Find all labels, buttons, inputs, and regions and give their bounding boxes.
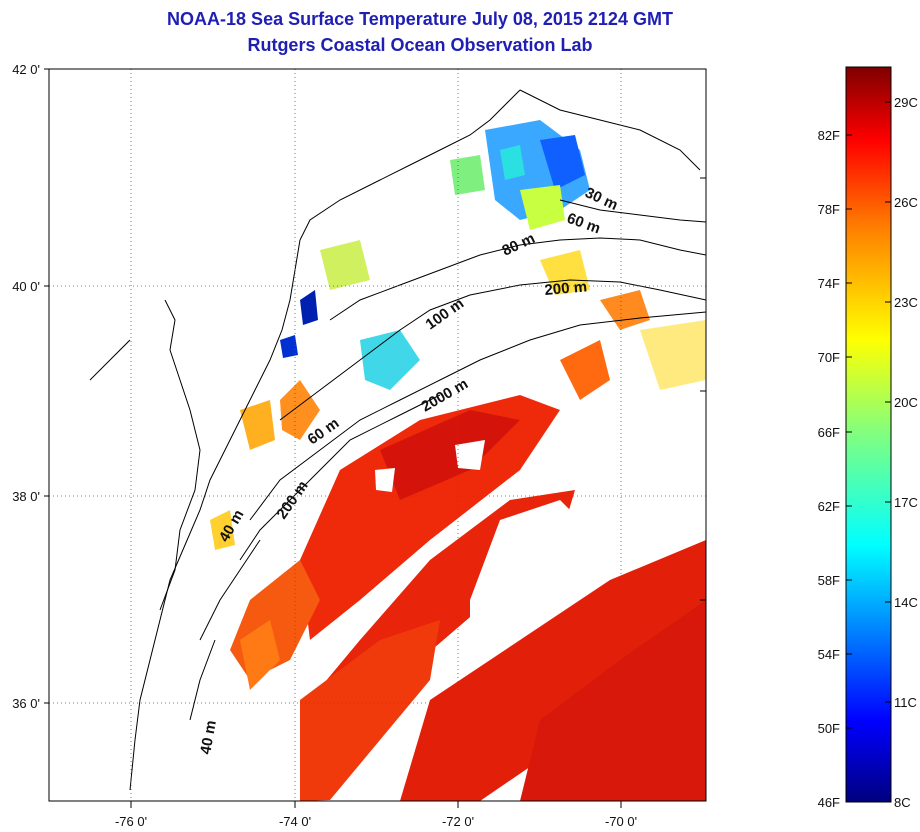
colorbar-label-46f: 46F: [818, 795, 840, 810]
colorbar-label-78f: 78F: [818, 202, 840, 217]
lat-label-42: 42 0': [12, 62, 40, 77]
lon-label-70: -70 0': [605, 814, 637, 829]
map-frame: [48, 68, 707, 802]
colorbar-label-23c: 23C: [894, 295, 918, 310]
colorbar-label-29c: 29C: [894, 95, 918, 110]
colorbar-label-50f: 50F: [818, 721, 840, 736]
isobath-label-100m: 100 m: [423, 295, 468, 333]
colorbar-label-8c: 8C: [894, 795, 911, 810]
lat-label-36: 36 0': [12, 696, 40, 711]
map-title: NOAA-18 Sea Surface Temperature July 08,…: [167, 9, 673, 29]
coastlines: [89, 89, 707, 791]
colorbar-label-82f: 82F: [818, 128, 840, 143]
colorbar-label-70f: 70F: [818, 350, 840, 365]
isobath-label-40m-south: 40 m: [197, 719, 220, 756]
colorbar: [845, 66, 892, 803]
colorbar-label-54f: 54F: [818, 647, 840, 662]
colorbar-label-66f: 66F: [818, 425, 840, 440]
lat-label-40: 40 0': [12, 279, 40, 294]
isobath-label-200m-south: 200 m: [273, 478, 311, 523]
lon-label-76: -76 0': [115, 814, 147, 829]
colorbar-label-11c: 11C: [894, 695, 917, 710]
colorbar-label-20c: 20C: [894, 395, 918, 410]
colorbar-label-74f: 74F: [818, 276, 840, 291]
colorbar-label-14c: 14C: [894, 595, 918, 610]
graticule: [49, 69, 706, 801]
lon-label-74: -74 0': [279, 814, 311, 829]
colorbar-label-58f: 58F: [818, 573, 840, 588]
isobath-label-60m-north: 60 m: [565, 210, 603, 238]
sst-field: [49, 69, 706, 801]
isobath-label-200m-north: 200 m: [544, 278, 588, 299]
frame-ticks: [44, 68, 706, 808]
map-subtitle: Rutgers Coastal Ocean Observation Lab: [247, 35, 593, 55]
lat-label-38: 38 0': [12, 489, 40, 504]
colorbar-label-26c: 26C: [894, 195, 918, 210]
colorbar-label-62f: 62F: [818, 499, 840, 514]
colorbar-ticks: [846, 101, 891, 729]
lon-label-72: -72 0': [442, 814, 474, 829]
isobath-label-80m: 80 m: [500, 230, 538, 260]
isobath-label-30m: 30 m: [582, 184, 620, 214]
colorbar-label-17c: 17C: [894, 495, 918, 510]
